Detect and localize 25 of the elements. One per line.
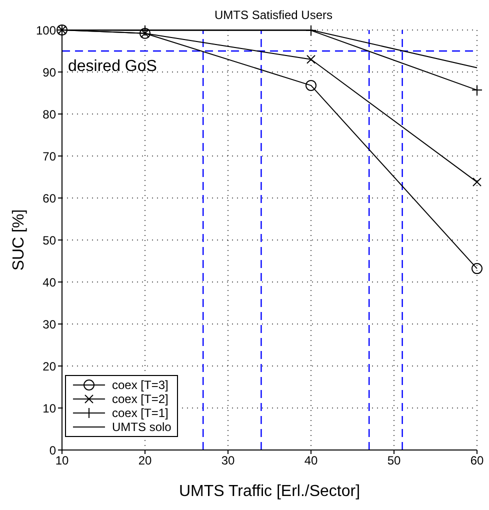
ref-line-label: desired GoS [68,58,157,75]
x-axis-title: UMTS Traffic [Erl./Sector] [178,483,360,500]
y-tick-label: 100 [36,23,56,38]
y-tick-label: 50 [42,233,56,248]
x-tick-label: 30 [221,454,235,468]
x-tick-label: 40 [304,454,318,468]
x-tick-label: 50 [387,454,401,468]
y-tick-label: 40 [42,275,56,290]
chart-title: UMTS Satisfied Users [213,8,334,22]
y-tick-label: 10 [42,401,56,416]
y-tick-label: 0 [49,443,56,458]
y-tick-label: 60 [42,191,56,206]
legend-label: coex [T=2] [112,392,168,406]
y-tick-label: 80 [42,107,56,122]
x-tick-label: 60 [470,454,484,468]
y-tick-label: 30 [42,317,56,332]
y-axis-title: SUC [%] [10,209,28,271]
x-tick-label: 20 [138,454,152,468]
legend-label: UMTS solo [112,420,172,434]
legend-label: coex [T=3] [112,378,168,392]
y-tick-label: 90 [42,65,56,80]
y-tick-label: 70 [42,149,56,164]
x-tick-label: 10 [55,454,69,468]
legend-label: coex [T=1] [112,406,168,420]
y-tick-label: 20 [42,359,56,374]
